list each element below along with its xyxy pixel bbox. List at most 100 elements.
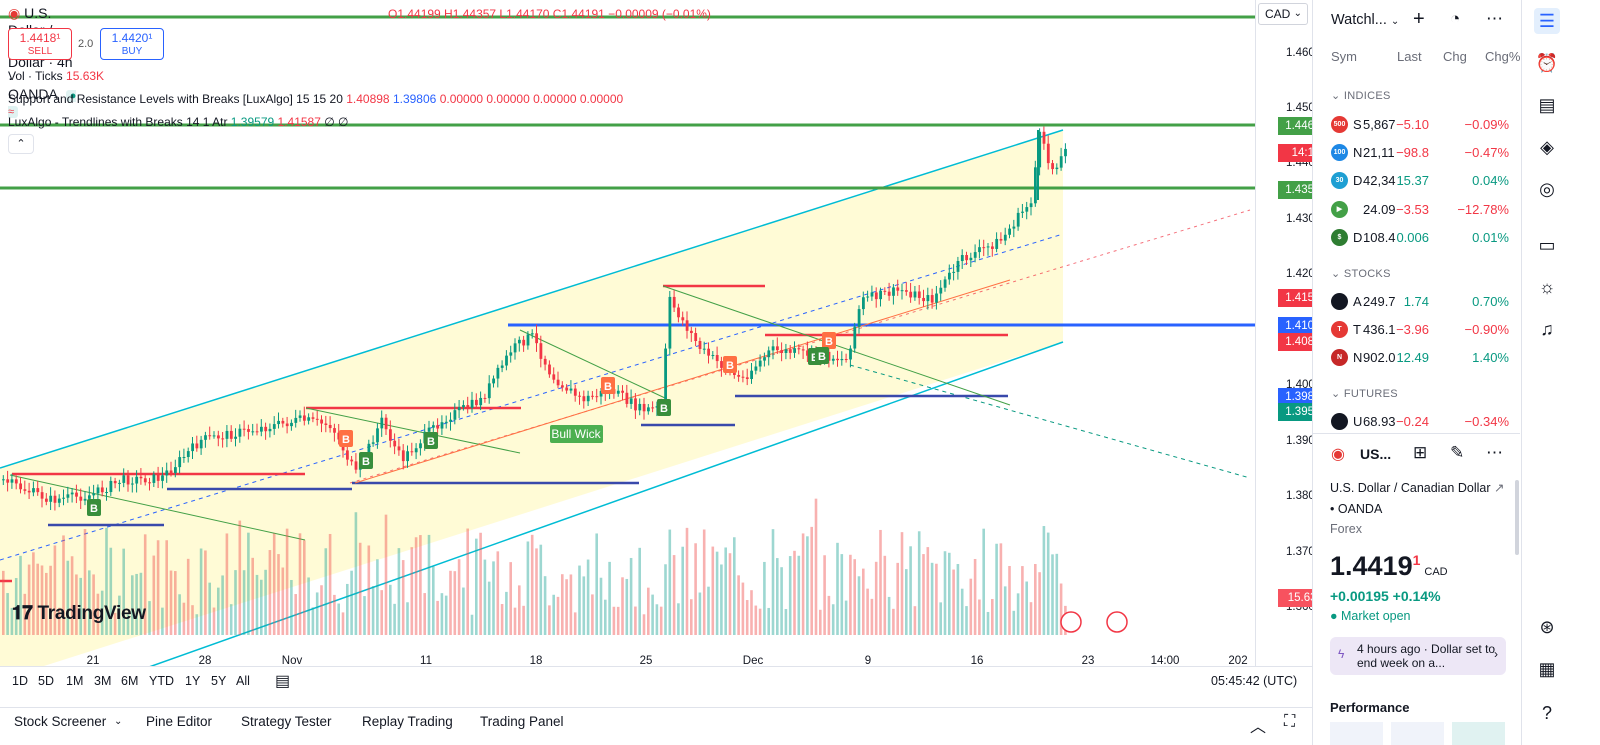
- buy-price: 1.4420¹: [111, 31, 153, 45]
- watchlist-row[interactable]: 100 N 21,11 −98.8 −0.47%: [1313, 140, 1520, 166]
- range-button[interactable]: All: [236, 674, 250, 688]
- row-change-pct: 0.70%: [1472, 294, 1509, 309]
- bottom-tab[interactable]: Stock Screener: [14, 714, 107, 729]
- volume-legend[interactable]: Vol · Ticks 15.63K: [8, 69, 104, 83]
- performance-tile[interactable]: [1330, 722, 1383, 745]
- idea-icon[interactable]: ◎: [1539, 179, 1555, 199]
- watchlist-row[interactable]: ▶ 24.09 −3.53 −12.78%: [1313, 197, 1520, 223]
- column-header[interactable]: Sym: [1331, 49, 1357, 64]
- scrollbar[interactable]: [1515, 480, 1519, 555]
- section-indices-label: INDICES: [1343, 90, 1391, 102]
- grid-icon[interactable]: ⊞: [1413, 443, 1428, 462]
- candle-body: [277, 420, 280, 425]
- trendline-indicator-legend[interactable]: LuxAlgo - Trendlines with Breaks 14 1 At…: [8, 115, 349, 129]
- sell-button[interactable]: 1.4418¹ SELL: [8, 28, 72, 60]
- help-icon[interactable]: ?: [1541, 703, 1552, 723]
- row-symbol: D: [1353, 173, 1363, 188]
- watchlist-row[interactable]: $ DX 108.4 0.006 0.01%: [1313, 225, 1520, 251]
- row-last: 42,34: [1363, 173, 1396, 188]
- section-indices[interactable]: ⌄ INDICES: [1331, 90, 1391, 102]
- lightbulb-icon[interactable]: ☼: [1538, 277, 1556, 297]
- bell-icon[interactable]: ♫: [1540, 319, 1554, 339]
- volume-bar: [960, 588, 964, 635]
- watchlist-row[interactable]: 30 D 42,34 15.37 0.04%: [1313, 168, 1520, 194]
- layers-icon[interactable]: ◈: [1540, 137, 1554, 157]
- volume-bar: [341, 612, 345, 635]
- section-futures[interactable]: ⌄ FUTURES: [1331, 388, 1398, 400]
- volume-bar: [1008, 565, 1011, 635]
- volume-bar: [849, 554, 852, 635]
- currency-selector[interactable]: CAD ⌄: [1258, 3, 1308, 25]
- chevron-down-icon[interactable]: ⌄: [114, 716, 123, 727]
- range-button[interactable]: 1Y: [185, 674, 201, 688]
- volume-bar: [836, 542, 839, 635]
- range-button[interactable]: 1M: [66, 674, 84, 688]
- row-symbol: A: [1353, 294, 1362, 309]
- watchlist-row[interactable]: N N 902.0 12.49 1.40%: [1313, 345, 1520, 371]
- column-header[interactable]: Last: [1397, 49, 1422, 64]
- buy-button[interactable]: 1.4420¹ BUY: [100, 28, 164, 60]
- candle-body: [83, 498, 87, 501]
- add-symbol-icon[interactable]: +: [1413, 8, 1425, 30]
- more-icon[interactable]: ⋯: [1486, 443, 1503, 462]
- watchlist-icon[interactable]: ☰: [1534, 8, 1560, 34]
- watchlist-row[interactable]: A 249.7 1.74 0.70%: [1313, 289, 1520, 315]
- volume-bar: [380, 590, 383, 635]
- bottom-tab[interactable]: Strategy Tester: [241, 714, 332, 729]
- collapse-panel-icon[interactable]: ︿: [1250, 719, 1267, 736]
- candle-body: [427, 427, 431, 432]
- watchlist-row[interactable]: 500 S 5,867 −5.10 −0.09%: [1313, 112, 1520, 138]
- calendar-list-icon[interactable]: ▤: [1538, 95, 1556, 115]
- column-header[interactable]: Chg%: [1485, 49, 1520, 64]
- range-button[interactable]: 5D: [38, 674, 54, 688]
- pie-chart-icon[interactable]: ◔: [1450, 9, 1461, 28]
- edit-icon[interactable]: ✎: [1450, 443, 1465, 462]
- watchlist-row[interactable]: T T 436.1 −3.96 −0.90%: [1313, 317, 1520, 343]
- news-card[interactable]: ϟ 4 hours ago · Dollar set to end week on…: [1330, 637, 1506, 675]
- calendar-icon[interactable]: ▤: [275, 673, 291, 690]
- sr-indicator-legend[interactable]: Support and Resistance Levels with Break…: [8, 92, 623, 106]
- channel-upper-line: [0, 129, 1064, 469]
- bottom-tab[interactable]: Pine Editor: [146, 714, 213, 729]
- price-chart[interactable]: BBBBBBBBBBBull Wick: [0, 0, 1255, 680]
- bottom-tab[interactable]: Replay Trading: [362, 714, 453, 729]
- break-marker: [87, 499, 101, 516]
- volume-bar: [978, 599, 981, 635]
- candle-body: [978, 247, 981, 253]
- candle-body: [419, 443, 422, 449]
- candle-body: [23, 489, 27, 491]
- market-status[interactable]: ● Market open: [1330, 609, 1411, 623]
- column-header[interactable]: Chg: [1443, 49, 1467, 64]
- collapse-legend-button[interactable]: ⌃: [8, 134, 34, 154]
- volume-bar: [32, 552, 35, 635]
- candle-body: [917, 291, 921, 298]
- chart-area[interactable]: BBBBBBBBBBBull Wick ◉ U.S. Dollar / Cana…: [0, 0, 1255, 680]
- detail-name[interactable]: U.S. Dollar / Canadian Dollar ↗: [1330, 480, 1504, 495]
- range-button[interactable]: 1D: [12, 674, 28, 688]
- range-button[interactable]: 3M: [94, 674, 112, 688]
- section-stocks[interactable]: ⌄ STOCKS: [1331, 268, 1391, 280]
- detail-symbol-short[interactable]: US...: [1360, 446, 1392, 462]
- alarm-icon[interactable]: ⏰: [1535, 53, 1559, 73]
- performance-tile[interactable]: [1452, 722, 1505, 745]
- bottom-tab[interactable]: Trading Panel: [480, 714, 564, 729]
- volume-bar: [823, 555, 826, 635]
- clock[interactable]: 05:45:42 (UTC): [1211, 674, 1298, 688]
- target-icon[interactable]: ⊛: [1539, 617, 1555, 637]
- performance-tile[interactable]: [1391, 722, 1444, 745]
- watchlist-title[interactable]: Watchl... ⌄: [1331, 12, 1399, 28]
- range-button[interactable]: YTD: [149, 674, 174, 688]
- more-icon[interactable]: ⋯: [1486, 9, 1503, 28]
- candle-body: [118, 482, 121, 484]
- volume-bar: [651, 594, 654, 635]
- volume-bar: [647, 587, 650, 635]
- watchlist-row[interactable]: US 68.93 −0.24 −0.34%: [1313, 409, 1520, 435]
- maximize-panel-icon[interactable]: ⛶: [1284, 713, 1296, 730]
- volume-bar: [672, 555, 676, 635]
- candle-body: [268, 428, 272, 432]
- range-button[interactable]: 5Y: [211, 674, 227, 688]
- range-button[interactable]: 6M: [121, 674, 139, 688]
- calendar-icon[interactable]: ▦: [1538, 659, 1556, 679]
- chat-icon[interactable]: ▭: [1538, 235, 1556, 255]
- volume-bar: [801, 533, 805, 635]
